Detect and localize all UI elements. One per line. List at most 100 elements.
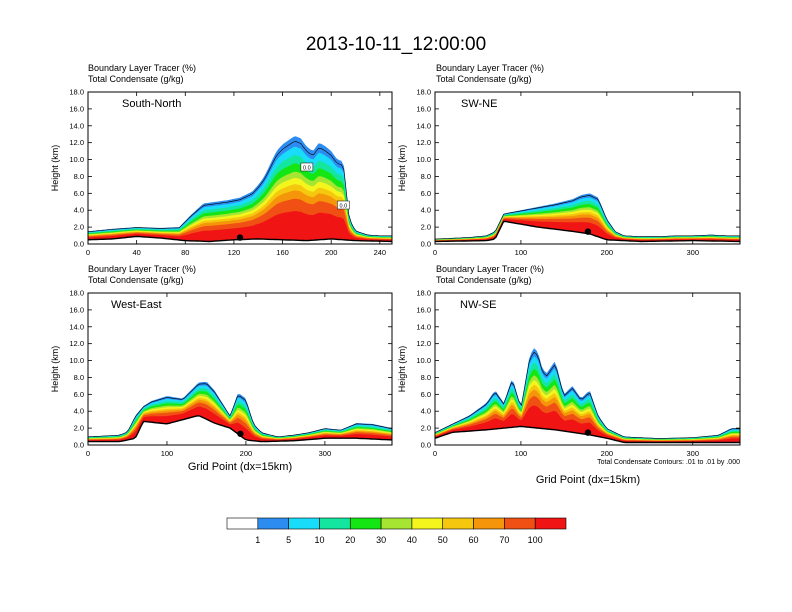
axes: 0 100 200 300 0.0 2.0 4.0 6.0 8.0 10.0 12.0 14.0 16.…: [416, 289, 740, 458]
tracer-shading: [88, 381, 392, 445]
panel-name: SW-NE: [461, 98, 497, 110]
x-tick-label: 200: [601, 449, 614, 458]
y-tick-label: 2.0: [421, 223, 431, 232]
axes: 0 100 200 300 0.0 2.0 4.0 6.0 8.0 10.0 12.0 14.0 16.…: [69, 289, 392, 458]
plot-frame: [87, 292, 393, 446]
plot-frame: [87, 91, 393, 245]
condensate-contour: [88, 141, 392, 237]
x-tick-label: 200: [240, 449, 253, 458]
y-tick-label: 4.0: [74, 407, 84, 416]
x-tick-label: 160: [276, 248, 289, 257]
y-tick-label: 12.0: [69, 339, 84, 348]
x-tick-label: 0: [86, 449, 90, 458]
y-tick-label: 8.0: [421, 172, 431, 181]
colorbar-swatch: [288, 517, 320, 530]
panel-header-line1: Boundary Layer Tracer (%): [436, 63, 544, 73]
x-tick-label: 240: [374, 248, 387, 257]
colorbar-label: 60: [469, 535, 479, 545]
condensate-contour: [435, 195, 740, 240]
colorbar-label: 100: [528, 535, 543, 545]
y-axis-label: Height (km): [50, 346, 60, 393]
contour-label: 0.0: [337, 200, 350, 210]
colorbar-label: 5: [286, 535, 291, 545]
colorbar-swatch: [257, 517, 289, 530]
axes: 0 40 80 120 160 200 240 0.0 2.0 4.0 6.0 8.0 10.0 12.0…: [69, 88, 392, 257]
terrain-fill: [88, 415, 392, 445]
tracer-shading: 0.0 0.0: [88, 136, 392, 244]
panel-header-line1: Boundary Layer Tracer (%): [88, 63, 196, 73]
contour-footnote: Total Condensate Contours: .01 to .01 by…: [597, 459, 740, 466]
condensate-contour: [88, 383, 392, 438]
x-tick-label: 100: [161, 449, 174, 458]
contour-label-text: 0.0: [340, 204, 348, 210]
panel-south-north: Boundary Layer Tracer (%) Total Condensa…: [50, 63, 393, 257]
panel-west-east: Boundary Layer Tracer (%) Total Condensa…: [50, 264, 393, 473]
y-tick-label: 0.0: [74, 441, 84, 450]
x-tick-label: 0: [86, 248, 90, 257]
y-tick-label: 12.0: [69, 138, 84, 147]
colorbar: 1 5 10 20 30 40 50 60 70 100: [226, 517, 567, 545]
y-tick-label: 10.0: [416, 356, 431, 365]
x-tick-label: 80: [181, 248, 189, 257]
tracer-shading: [435, 348, 740, 445]
location-marker: [584, 429, 592, 436]
location-marker: [237, 430, 244, 437]
location-marker: [236, 234, 244, 241]
contour-label-text: 0.0: [303, 166, 311, 172]
colorbar-label: 50: [438, 535, 448, 545]
colorbar-label: 1: [255, 535, 260, 545]
location-marker: [584, 228, 592, 235]
y-tick-label: 0.0: [421, 441, 431, 450]
y-tick-label: 12.0: [416, 138, 431, 147]
panel-header-line2: Total Condensate (g/kg): [88, 275, 184, 285]
condensate-contour: [435, 351, 740, 439]
y-tick-label: 12.0: [416, 339, 431, 348]
y-tick-label: 2.0: [74, 424, 84, 433]
plot-frame: [434, 292, 741, 446]
x-tick-label: 0: [433, 449, 437, 458]
y-tick-label: 14.0: [416, 121, 431, 130]
colorbar-swatch: [442, 517, 474, 530]
axes: 0 100 200 300 0.0 2.0 4.0 6.0 8.0 10.0 12.0 14.0 16.…: [416, 88, 740, 257]
x-tick-label: 300: [686, 248, 699, 257]
panel-header-line2: Total Condensate (g/kg): [436, 275, 532, 285]
colorbar-label: 70: [499, 535, 509, 545]
colorbar-swatch: [319, 517, 351, 530]
figure-title: 2013-10-11_12:00:00: [306, 34, 486, 55]
colorbar-label: 10: [314, 535, 324, 545]
colorbar-label: 20: [345, 535, 355, 545]
y-axis-label: Height (km): [50, 145, 60, 192]
colorbar-swatch: [380, 517, 413, 530]
y-tick-label: 16.0: [416, 305, 431, 314]
y-tick-label: 4.0: [421, 206, 431, 215]
x-tick-label: 300: [686, 449, 699, 458]
terrain-fill: [435, 221, 740, 244]
y-tick-label: 6.0: [74, 390, 84, 399]
y-tick-label: 6.0: [421, 189, 431, 198]
colorbar-label: 40: [407, 535, 417, 545]
y-tick-label: 16.0: [416, 104, 431, 113]
y-tick-label: 16.0: [69, 104, 84, 113]
panel-nw-se: Boundary Layer Tracer (%) Total Condensa…: [397, 264, 741, 486]
y-tick-label: 16.0: [69, 305, 84, 314]
y-tick-label: 18.0: [416, 88, 431, 97]
colorbar-swatch: [226, 517, 259, 530]
y-tick-label: 8.0: [421, 373, 431, 382]
tracer-shading: [435, 193, 740, 244]
y-axis-label: Height (km): [397, 346, 407, 393]
y-tick-label: 8.0: [74, 373, 84, 382]
y-tick-label: 10.0: [69, 356, 84, 365]
panel-name: West-East: [111, 299, 162, 311]
x-tick-label: 100: [515, 248, 528, 257]
colorbar-swatch: [504, 517, 536, 530]
y-tick-label: 14.0: [69, 322, 84, 331]
y-tick-label: 6.0: [421, 390, 431, 399]
x-axis-label: Grid Point (dx=15km): [188, 461, 292, 473]
y-tick-label: 2.0: [74, 223, 84, 232]
y-tick-label: 14.0: [416, 322, 431, 331]
panel-header-line2: Total Condensate (g/kg): [88, 74, 184, 84]
y-tick-label: 14.0: [69, 121, 84, 130]
panel-header-line1: Boundary Layer Tracer (%): [436, 264, 544, 274]
x-tick-label: 300: [319, 449, 332, 458]
